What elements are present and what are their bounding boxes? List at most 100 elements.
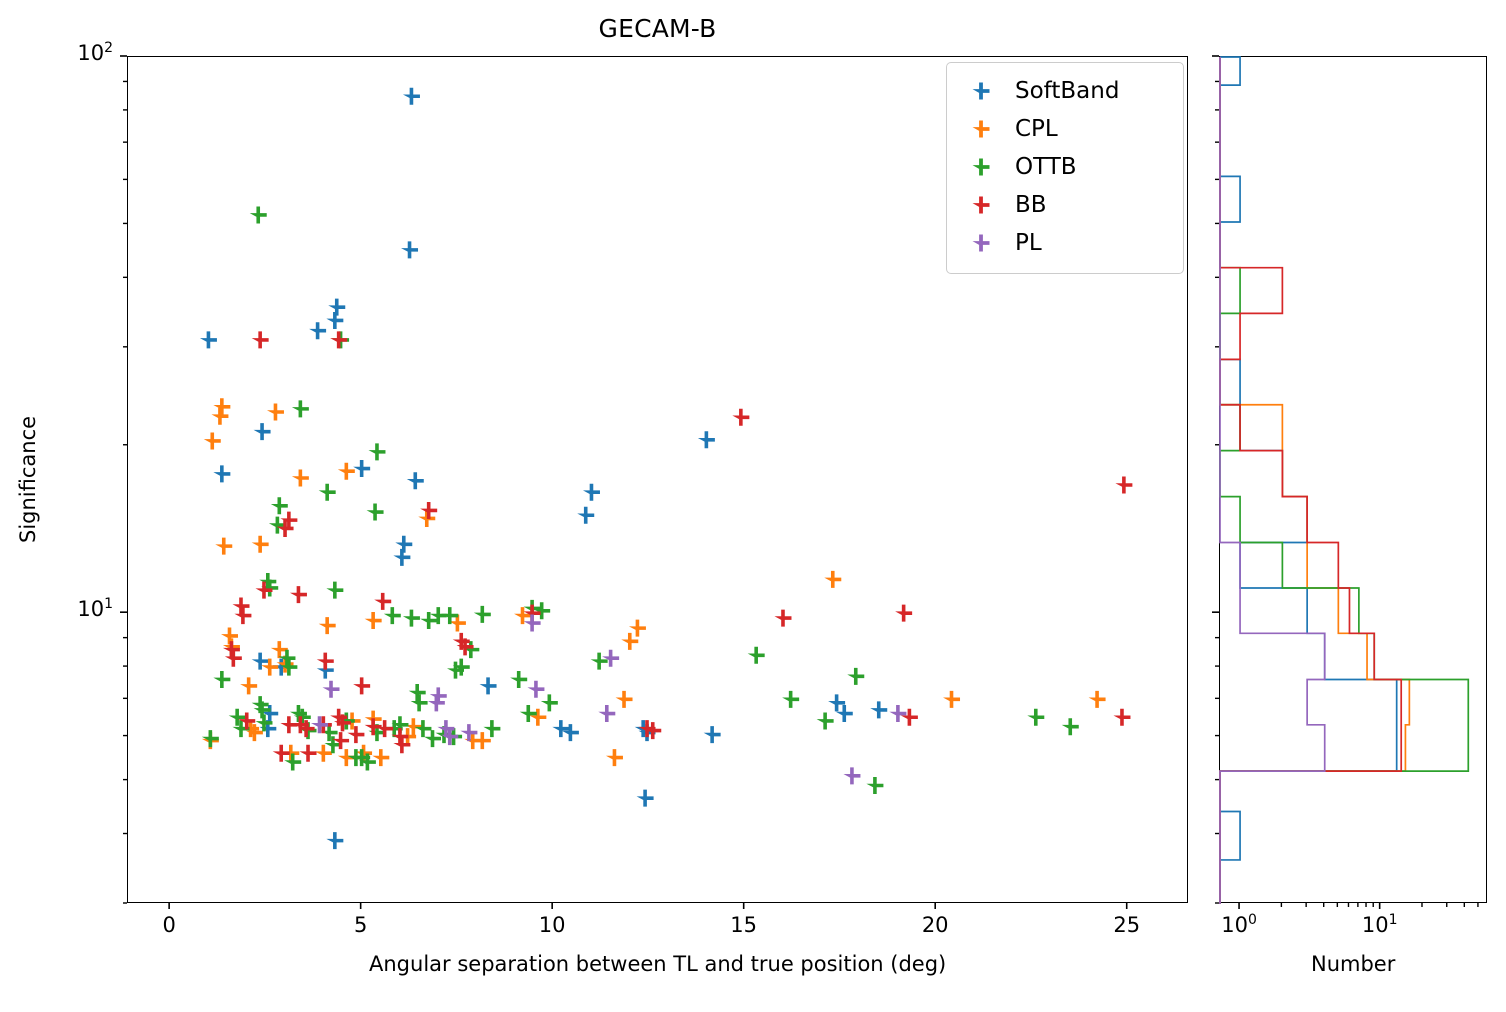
scatter-point	[1088, 690, 1106, 708]
tick-label: 100	[1221, 912, 1257, 937]
scatter-point	[638, 724, 656, 742]
scatter-point	[843, 767, 861, 785]
scatter-point	[835, 705, 853, 723]
legend-item-ottb[interactable]: OTTB	[959, 148, 1171, 186]
legend-item-softband[interactable]: SoftBand	[959, 72, 1171, 110]
tick-label: 25	[1113, 913, 1141, 937]
legend-item-cpl[interactable]: CPL	[959, 110, 1171, 148]
scatter-point	[261, 658, 279, 676]
legend-marker-plus-icon	[959, 79, 1003, 103]
scatter-point	[404, 718, 422, 736]
scatter-point	[330, 331, 348, 349]
scatter-point	[311, 716, 329, 734]
scatter-point	[410, 694, 428, 712]
scatter-point	[213, 670, 231, 688]
scatter-point	[322, 680, 340, 698]
scatter-point	[429, 687, 447, 705]
scatter-point	[1115, 476, 1133, 494]
scatter-point	[445, 728, 463, 746]
scatter-point	[326, 581, 344, 599]
scatter-point	[358, 753, 376, 771]
scatter-point	[385, 720, 403, 738]
scatter-point	[456, 638, 474, 656]
scatter-point	[393, 548, 411, 566]
plus-icon	[972, 120, 990, 138]
scatter-point	[364, 718, 382, 736]
scatter-point	[251, 696, 269, 714]
scatter-point	[446, 661, 464, 679]
scatter-point	[255, 581, 273, 599]
scatter-point	[393, 736, 411, 754]
scatter-point	[636, 789, 654, 807]
scatter-point	[337, 462, 355, 480]
plus-icon	[972, 234, 990, 252]
scatter-point	[199, 331, 217, 349]
legend-label: BB	[1015, 191, 1047, 218]
scatter-point	[221, 627, 239, 645]
scatter-point	[441, 728, 459, 746]
legend-label: OTTB	[1015, 153, 1077, 180]
scatter-point	[523, 614, 541, 632]
tick-label: 15	[730, 913, 758, 937]
scatter-point	[598, 705, 616, 723]
scatter-point	[291, 716, 309, 734]
scatter-point	[343, 712, 361, 730]
legend-label: SoftBand	[1015, 77, 1120, 104]
scatter-point	[316, 652, 334, 670]
legend-label: PL	[1015, 229, 1042, 256]
scatter-point	[577, 506, 595, 524]
scatter-point	[638, 720, 656, 738]
scatter-point	[314, 716, 332, 734]
scatter-point	[318, 617, 336, 635]
scatter-point	[278, 649, 296, 667]
scatter-point	[272, 658, 290, 676]
tick-label: 101	[77, 596, 113, 622]
scatter-point	[261, 705, 279, 723]
scatter-point	[201, 732, 219, 750]
scatter-point	[402, 87, 420, 105]
legend-marker-plus-icon	[959, 231, 1003, 255]
scatter-point	[284, 753, 302, 771]
scatter-point	[900, 708, 918, 726]
legend-marker-plus-icon	[959, 155, 1003, 179]
scatter-point	[383, 607, 401, 625]
scatter-point	[293, 708, 311, 726]
scatter-point	[401, 241, 419, 259]
legend-marker-plus-icon	[959, 193, 1003, 217]
scatter-point	[240, 677, 258, 695]
scatter-xaxis-title: Angular separation between TL and true p…	[369, 952, 947, 976]
scatter-point	[391, 728, 409, 746]
scatter-point	[483, 720, 501, 738]
scatter-point	[774, 609, 792, 627]
scatter-point	[211, 407, 229, 425]
scatter-point	[943, 690, 961, 708]
tick-label: 102	[77, 40, 113, 65]
scatter-point	[697, 431, 715, 449]
scatter-point	[889, 705, 907, 723]
scatter-point	[320, 724, 338, 742]
legend-item-bb[interactable]: BB	[959, 186, 1171, 224]
plus-icon	[972, 196, 990, 214]
scatter-point	[374, 592, 392, 610]
scatter-point	[215, 537, 233, 555]
histogram-step-cpl	[1219, 57, 1411, 904]
scatter-point	[782, 690, 800, 708]
scatter-point	[523, 599, 541, 617]
legend-item-pl[interactable]: PL	[959, 224, 1171, 262]
scatter-point	[473, 732, 491, 750]
scatter-point	[201, 730, 219, 748]
scatter-point	[326, 311, 344, 329]
scatter-point	[514, 607, 532, 625]
scatter-point	[870, 701, 888, 719]
scatter-point	[253, 423, 271, 441]
scatter-point	[266, 403, 284, 421]
scatter-point	[332, 331, 350, 349]
legend-box[interactable]: SoftBand CPL OTTB BB PL	[946, 62, 1184, 274]
scatter-point	[291, 400, 309, 418]
scatter-point	[519, 705, 537, 723]
scatter-point	[464, 732, 482, 750]
scatter-point	[355, 744, 373, 762]
scatter-point	[866, 776, 884, 794]
scatter-point	[368, 724, 386, 742]
